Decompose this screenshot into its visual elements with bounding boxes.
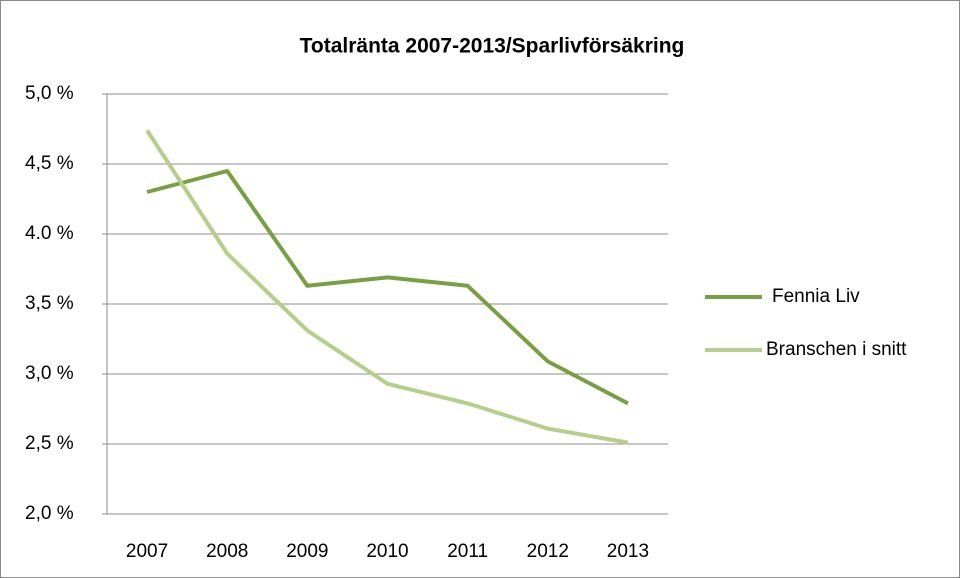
legend-label: Fennia Liv bbox=[772, 286, 860, 307]
x-tick-label: 2012 bbox=[527, 541, 569, 562]
y-tick-label: 3,5 % bbox=[25, 293, 74, 314]
y-tick-label: 4.0 % bbox=[25, 223, 74, 244]
x-tick-label: 2007 bbox=[126, 541, 168, 562]
legend-label: Branschen i snitt bbox=[766, 339, 907, 360]
x-tick-label: 2013 bbox=[607, 541, 649, 562]
x-tick-label: 2010 bbox=[366, 541, 408, 562]
x-tick-label: 2008 bbox=[206, 541, 248, 562]
series-line bbox=[145, 129, 629, 445]
y-tick-label: 4,5 % bbox=[25, 153, 74, 174]
y-tick-label: 2,5 % bbox=[25, 433, 74, 454]
y-tick-label: 3,0 % bbox=[25, 363, 74, 384]
chart-title: Totalränta 2007-2013/Sparlivförsäkring bbox=[300, 35, 685, 58]
series-line bbox=[146, 169, 629, 406]
y-tick-label: 2,0 % bbox=[25, 503, 74, 524]
x-tick-label: 2011 bbox=[447, 541, 488, 562]
y-tick-label: 5,0 % bbox=[25, 83, 74, 104]
x-tick-label: 2009 bbox=[286, 541, 328, 562]
